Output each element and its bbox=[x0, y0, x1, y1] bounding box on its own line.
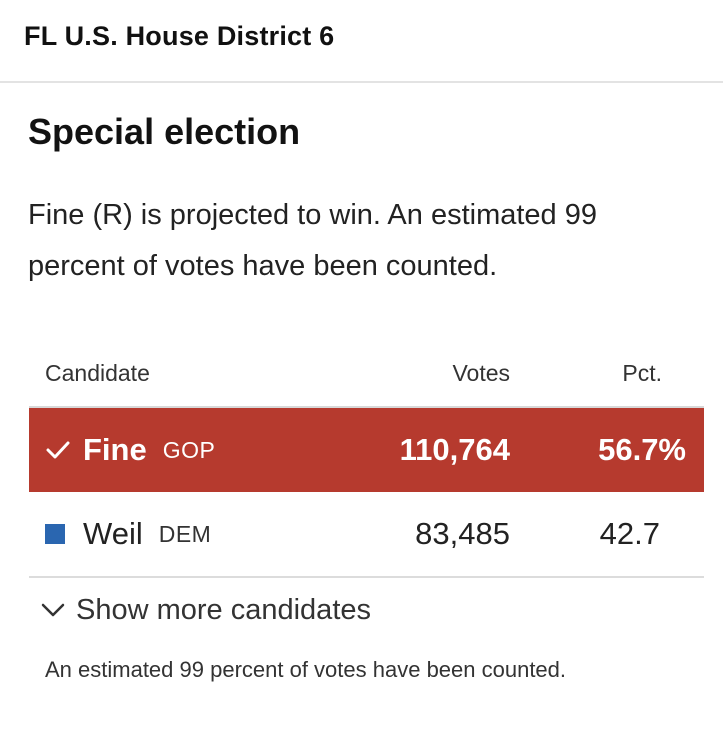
candidate-name: Weil bbox=[83, 516, 143, 551]
show-more-label: Show more candidates bbox=[76, 593, 371, 626]
election-summary: Fine (R) is projected to win. An estimat… bbox=[28, 199, 597, 282]
table-row-winner: Fine GOP 110,764 56.7% bbox=[29, 406, 704, 492]
chevron-down-icon bbox=[41, 603, 65, 617]
candidate-cell: Weil DEM bbox=[45, 492, 211, 576]
header-divider bbox=[0, 81, 723, 83]
candidate-votes: 110,764 bbox=[399, 432, 510, 467]
header-candidate: Candidate bbox=[45, 360, 150, 386]
table-header-row: Candidate Votes Pct. bbox=[29, 350, 704, 406]
district-title: FL U.S. House District 6 bbox=[24, 21, 335, 51]
square-icon bbox=[45, 524, 65, 544]
show-more-candidates-button[interactable]: Show more candidates bbox=[40, 588, 371, 632]
candidate-votes: 83,485 bbox=[415, 516, 510, 551]
candidate-party: GOP bbox=[162, 436, 216, 463]
table-row: Weil DEM 83,485 42.7 bbox=[29, 492, 704, 578]
header-votes: Votes bbox=[452, 360, 510, 386]
candidate-pct: 42.7 bbox=[599, 516, 660, 551]
check-icon bbox=[46, 441, 70, 459]
results-table: Candidate Votes Pct. Fine GOP 110,764 56… bbox=[29, 350, 704, 578]
election-title: Special election bbox=[28, 111, 301, 152]
candidate-name: Fine bbox=[83, 432, 147, 467]
candidate-cell: Fine GOP bbox=[45, 408, 215, 492]
candidate-party: DEM bbox=[158, 520, 212, 547]
footnote: An estimated 99 percent of votes have be… bbox=[45, 657, 567, 682]
header-pct: Pct. bbox=[622, 360, 662, 386]
candidate-pct: 56.7% bbox=[598, 432, 686, 467]
